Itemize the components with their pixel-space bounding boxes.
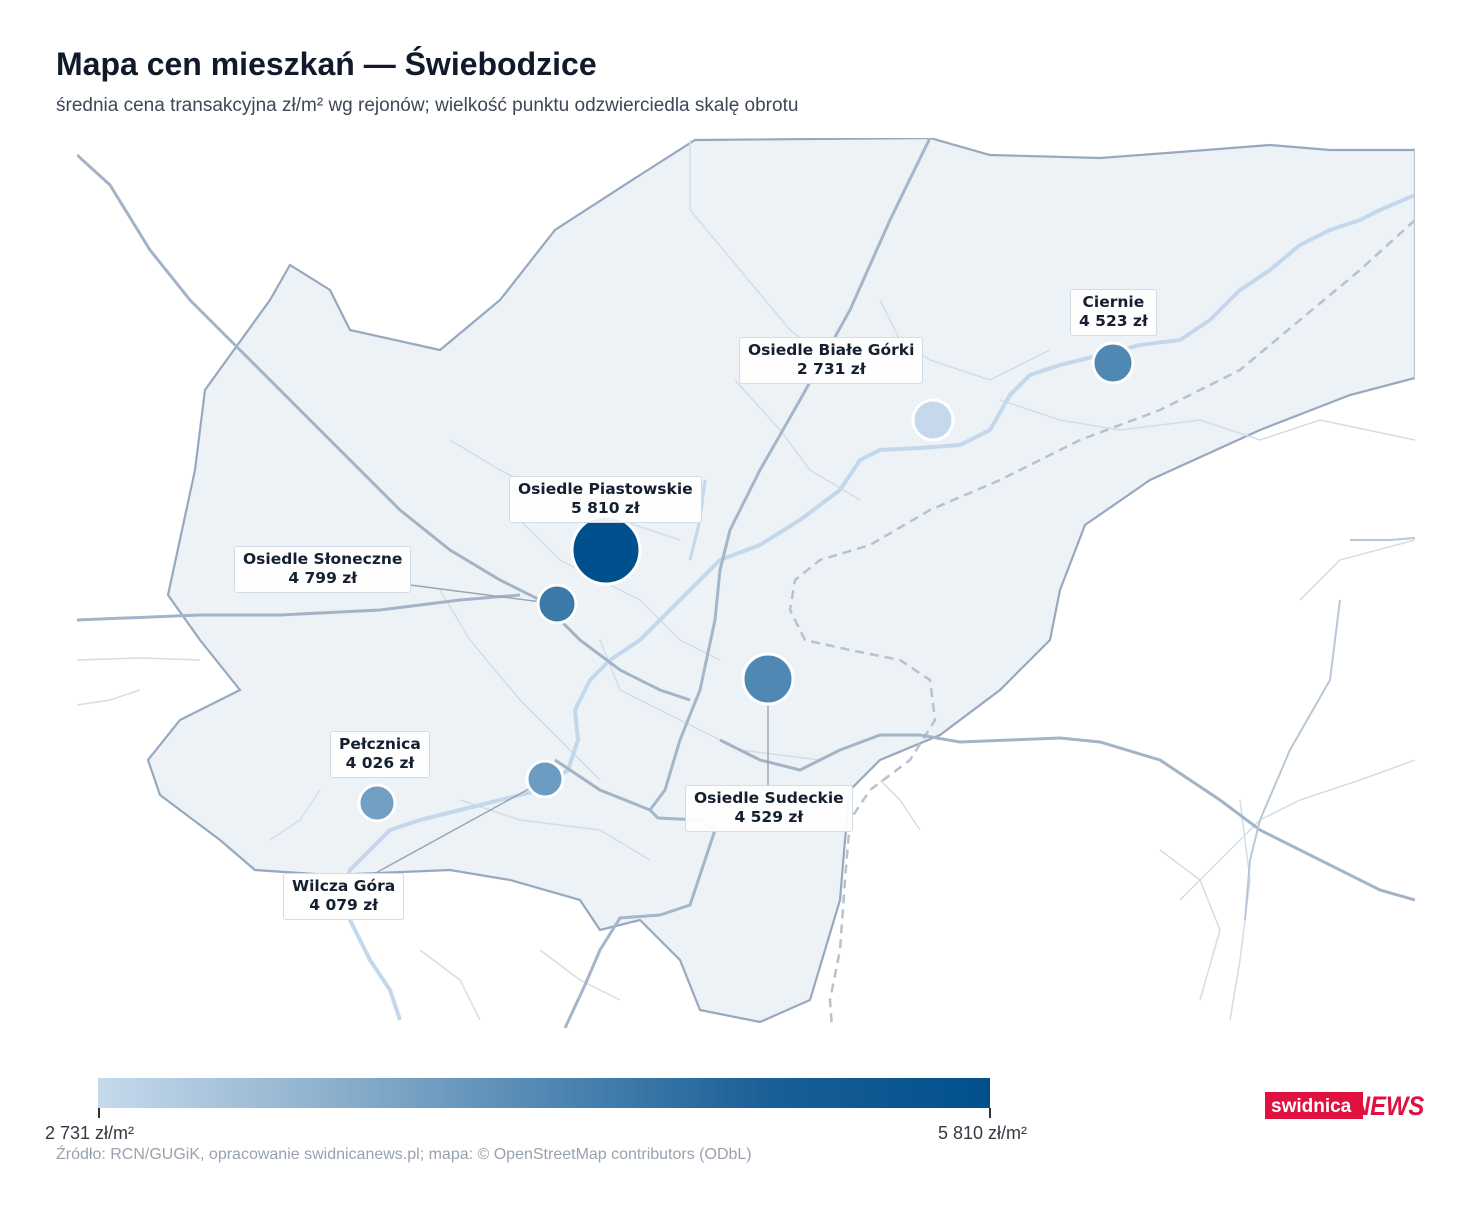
district-name: Osiedle Piastowskie <box>518 480 693 498</box>
page-title: Mapa cen mieszkań — Świebodzice <box>56 46 597 82</box>
road-main-east <box>719 733 1415 902</box>
district-price: 4 079 zł <box>309 896 378 914</box>
district-price: 4 026 zł <box>345 754 415 772</box>
point-wilcza-gora[interactable] <box>525 759 565 799</box>
district-name: Ciernie <box>1082 293 1145 311</box>
label-osiedle-sloneczne: Osiedle Słoneczne 4 799 zł <box>234 546 412 593</box>
district-price: 4 529 zł <box>734 808 804 826</box>
label-osiedle-biale-gorki: Osiedle Białe Górki 2 731 zł <box>739 337 924 384</box>
label-osiedle-sudeckie: Osiedle Sudeckie 4 529 zł <box>685 785 853 832</box>
road-main-north <box>77 153 691 702</box>
river <box>337 193 1415 1021</box>
color-scale-max-label: 5 810 zł/m² <box>938 1123 1028 1143</box>
district-price: 2 731 zł <box>796 360 866 378</box>
district-name: Osiedle Słoneczne <box>243 550 403 568</box>
point-pelcznica[interactable] <box>357 783 397 823</box>
color-scale-bar <box>98 1078 990 1108</box>
railway-disused <box>788 219 1415 1028</box>
road-south-west <box>554 758 651 812</box>
district-name: Osiedle Białe Górki <box>748 341 915 359</box>
label-ciernie: Ciernie 4 523 zł <box>1070 289 1157 336</box>
point-osiedle-biale-gorki[interactable] <box>911 398 955 442</box>
color-scale-tick-min <box>98 1108 100 1118</box>
logo-text-part2: NEWS <box>1353 1092 1424 1122</box>
color-scale-min-label: 2 731 zł/m² <box>45 1123 135 1143</box>
district-name: Pełcznica <box>339 735 421 753</box>
point-osiedle-piastowskie[interactable] <box>570 514 642 586</box>
district-points <box>357 341 1135 823</box>
district-price: 5 810 zł <box>570 499 640 517</box>
label-wilcza-gora: Wilcza Góra 4 079 zł <box>283 873 405 920</box>
railway-active <box>563 138 932 1028</box>
district-price: 4 523 zł <box>1079 312 1148 330</box>
point-osiedle-sudeckie[interactable] <box>741 652 795 706</box>
logo-text-part1: swidnica <box>1271 1096 1352 1117</box>
district-name: Wilcza Góra <box>292 877 396 895</box>
color-scale-tick-max <box>989 1108 991 1118</box>
label-osiedle-piastowskie: Osiedle Piastowskie 5 810 zł <box>509 476 702 523</box>
point-ciernie[interactable] <box>1091 341 1135 385</box>
leader-lines <box>371 584 769 876</box>
city-map[interactable] <box>0 0 1476 1050</box>
logo-badge <box>1265 1092 1363 1119</box>
swidnica-news-logo[interactable]: swidnica NEWS <box>1265 1088 1431 1122</box>
page-subtitle: średnia cena transakcyjna zł/m² wg rejon… <box>56 95 799 116</box>
district-price: 4 799 zł <box>288 569 358 587</box>
point-osiedle-sloneczne[interactable] <box>536 583 578 625</box>
source-note: Źródło: RCN/GUGiK, opracowanie swidnican… <box>56 1146 752 1163</box>
label-pelcznica: Pełcznica 4 026 zł <box>330 731 430 778</box>
district-name: Osiedle Sudeckie <box>694 789 844 807</box>
